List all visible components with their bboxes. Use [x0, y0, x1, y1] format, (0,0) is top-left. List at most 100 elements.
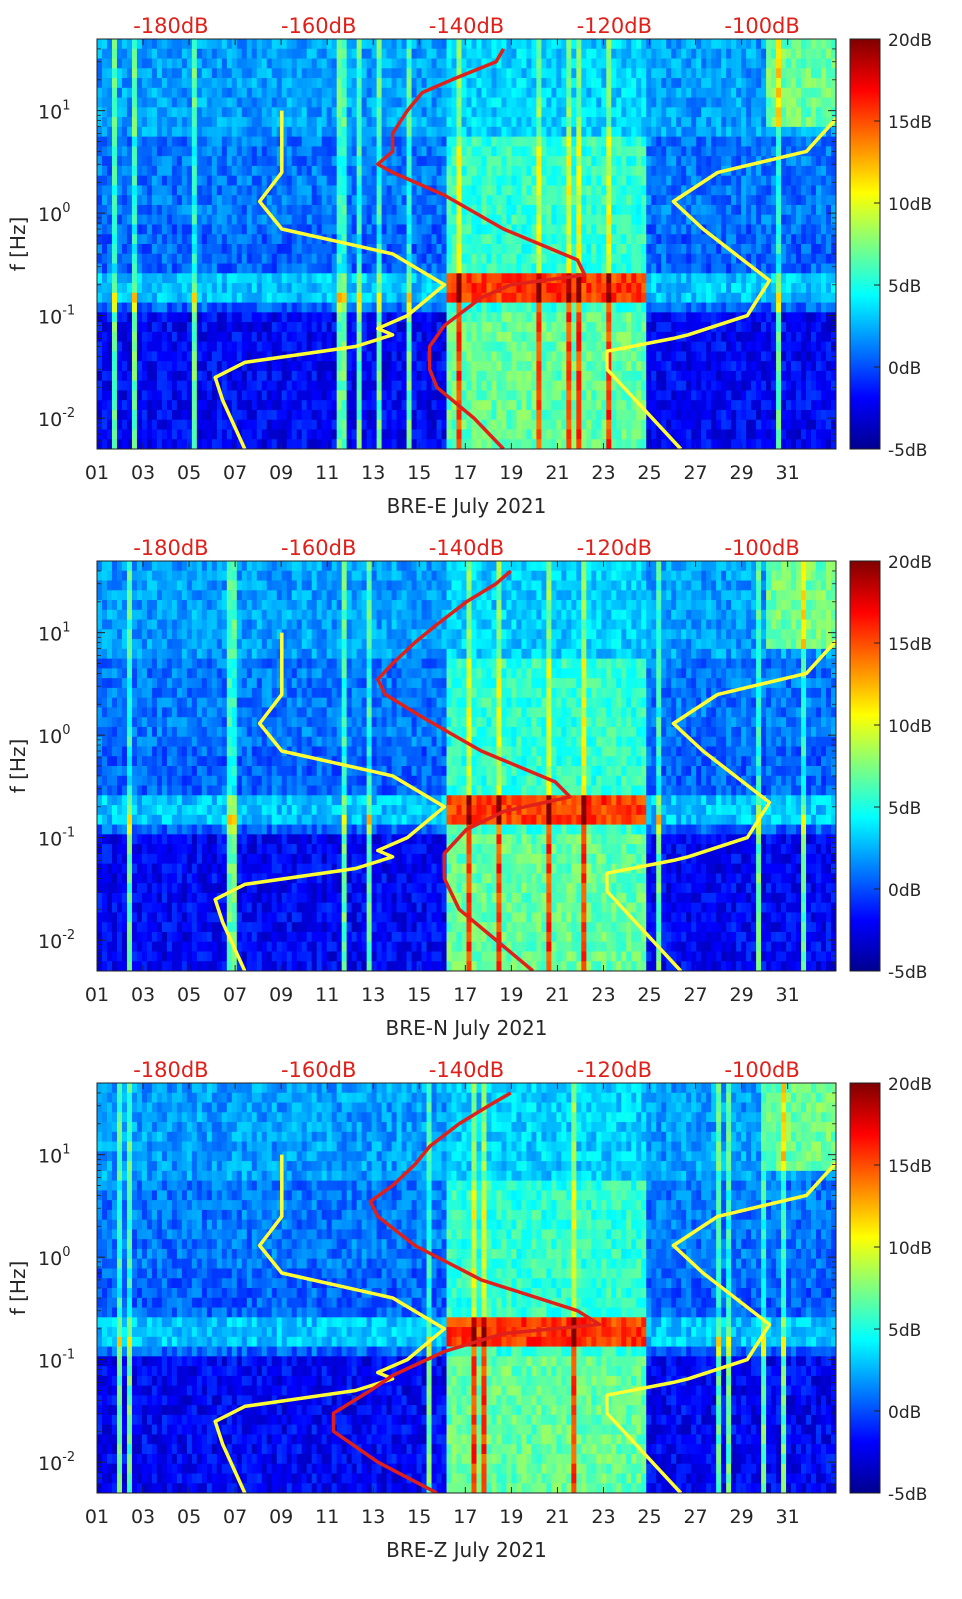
x-tick-label: 03	[131, 984, 155, 1006]
y-tick-label: 10-1	[38, 1348, 75, 1373]
y-tick-label: 100	[38, 723, 70, 748]
x-tick-label: 19	[499, 1506, 523, 1528]
y-tick-label: 101	[38, 1143, 70, 1168]
x-tick-label: 31	[776, 462, 800, 484]
top-db-label: -120dB	[577, 536, 652, 560]
colorbar-label: 20dB	[888, 553, 932, 573]
x-tick-label: 15	[407, 984, 431, 1006]
x-tick-label: 05	[177, 984, 201, 1006]
y-axis-label: f [Hz]	[6, 1261, 30, 1316]
x-tick-label: 13	[361, 984, 385, 1006]
y-tick-label: 10-2	[38, 928, 75, 953]
top-db-label: -180dB	[133, 1058, 208, 1082]
x-tick-label: 15	[407, 1506, 431, 1528]
x-tick-label: 25	[637, 462, 661, 484]
x-tick-label: 21	[545, 984, 569, 1006]
colorbar-label: 0dB	[888, 881, 921, 901]
y-tick-label: 100	[38, 201, 70, 226]
x-tick-label: 09	[269, 984, 293, 1006]
x-tick-label: 27	[683, 1506, 707, 1528]
series-line-3	[376, 48, 587, 449]
top-db-label: -120dB	[577, 14, 652, 38]
x-tick-label: 07	[223, 984, 247, 1006]
colorbar	[849, 1082, 881, 1494]
x-tick-label: 27	[683, 462, 707, 484]
y-tick-label: 10-2	[38, 406, 75, 431]
x-tick-label: 11	[315, 984, 339, 1006]
x-tick-label: 07	[223, 462, 247, 484]
noise-model-curves	[213, 48, 836, 449]
top-db-label: -140dB	[429, 14, 504, 38]
spectrogram-image	[97, 1083, 836, 1493]
x-tick-label: 11	[315, 1506, 339, 1528]
x-tick-label: 07	[223, 1506, 247, 1528]
spectrogram-image	[97, 39, 836, 449]
colorbar-label: 5dB	[888, 799, 921, 819]
spectrogram-image	[97, 561, 836, 971]
y-tick-label: 100	[38, 1245, 70, 1270]
x-tick-label: 15	[407, 462, 431, 484]
x-tick-label: 17	[453, 462, 477, 484]
top-db-label: -140dB	[429, 536, 504, 560]
x-tick-label: 17	[453, 984, 477, 1006]
x-tick-label: 05	[177, 1506, 201, 1528]
colorbar-label: 0dB	[888, 1403, 921, 1423]
x-tick-label: 23	[591, 1506, 615, 1528]
colorbar-label: -5dB	[888, 441, 927, 461]
colorbar-label: 15dB	[888, 635, 932, 655]
x-tick-label: 03	[131, 1506, 155, 1528]
colorbar	[849, 38, 881, 450]
x-tick-label: 29	[730, 984, 754, 1006]
colorbar-label: 20dB	[888, 31, 932, 51]
x-tick-label: 31	[776, 984, 800, 1006]
x-tick-label: 31	[776, 1506, 800, 1528]
x-tick-label: 25	[637, 984, 661, 1006]
y-tick-label: 10-1	[38, 826, 75, 851]
x-tick-label: 25	[637, 1506, 661, 1528]
top-db-label: -100dB	[724, 536, 799, 560]
y-tick-label: 10-2	[38, 1450, 75, 1475]
noise-model-curves	[213, 569, 836, 971]
colorbar-label: 5dB	[888, 1321, 921, 1341]
x-axis-label: BRE-N July 2021	[385, 1016, 547, 1040]
x-tick-label: 01	[85, 984, 109, 1006]
top-db-label: -100dB	[724, 14, 799, 38]
x-axis-label: BRE-Z July 2021	[386, 1538, 547, 1562]
colorbar	[849, 560, 881, 972]
x-tick-label: 01	[85, 462, 109, 484]
x-tick-label: 05	[177, 462, 201, 484]
x-tick-label: 29	[730, 462, 754, 484]
series-line-2	[605, 116, 836, 449]
colorbar-label: 10dB	[888, 717, 932, 737]
y-tick-label: 101	[38, 99, 70, 124]
x-tick-label: 03	[131, 462, 155, 484]
series-line-3	[376, 569, 572, 971]
colorbar-label: 15dB	[888, 113, 932, 133]
colorbar-label: 5dB	[888, 277, 921, 297]
top-db-label: -180dB	[133, 14, 208, 38]
x-tick-label: 01	[85, 1506, 109, 1528]
series-line-1	[213, 110, 447, 449]
top-db-label: -120dB	[577, 1058, 652, 1082]
x-tick-label: 21	[545, 1506, 569, 1528]
y-axis-label: f [Hz]	[6, 739, 30, 794]
top-db-label: -160dB	[281, 536, 356, 560]
top-db-label: -100dB	[724, 1058, 799, 1082]
y-axis-label: f [Hz]	[6, 217, 30, 272]
x-tick-label: 19	[499, 984, 523, 1006]
x-tick-label: 09	[269, 462, 293, 484]
x-tick-label: 11	[315, 462, 339, 484]
colorbar-label: 10dB	[888, 195, 932, 215]
x-tick-label: 23	[591, 984, 615, 1006]
x-tick-label: 21	[545, 462, 569, 484]
spectrogram-panel-3: 01 03 05 07 09 11 13 15 17 19 21 23 25 27 29 31 10-2 10-1…	[6, 1058, 932, 1562]
x-tick-label: 19	[499, 462, 523, 484]
x-tick-label: 13	[361, 462, 385, 484]
spectrogram-panel-1: 01 03 05 07 09 11 13 15 17 19 21 23 25 27 29 31 10-2 10-1…	[6, 14, 932, 518]
y-tick-label: 101	[38, 621, 70, 646]
x-tick-label: 29	[730, 1506, 754, 1528]
noise-model-curves	[213, 1091, 836, 1493]
colorbar-label: 20dB	[888, 1075, 932, 1095]
top-db-label: -160dB	[281, 14, 356, 38]
